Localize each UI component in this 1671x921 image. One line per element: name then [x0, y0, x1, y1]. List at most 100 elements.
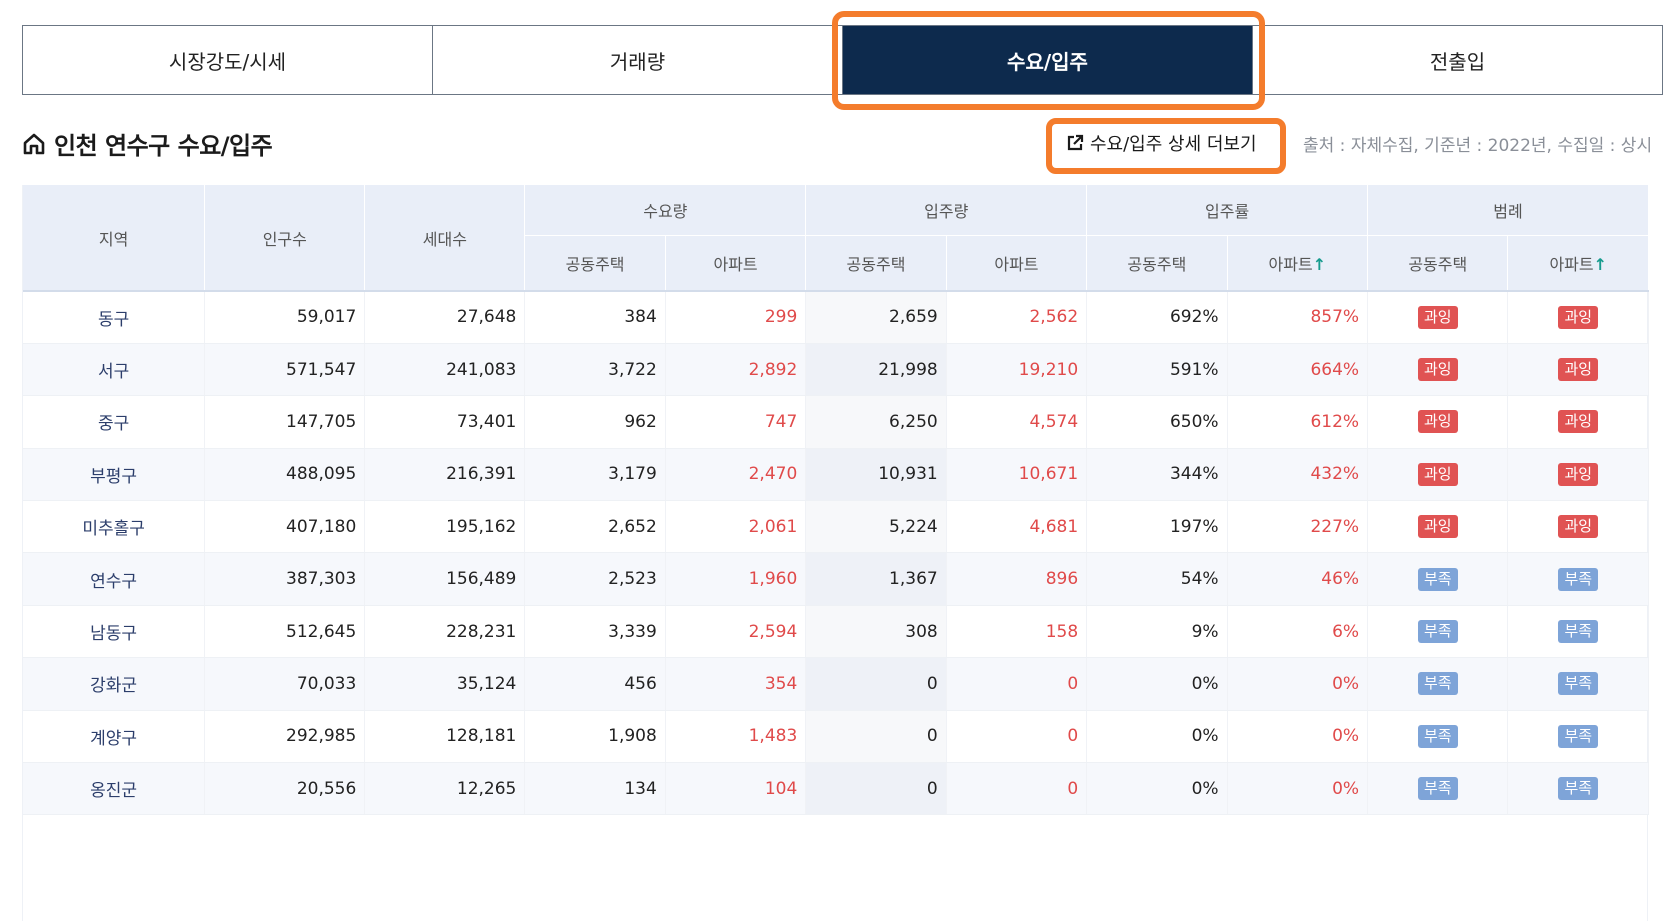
cell-legend-apt: 부족 — [1507, 762, 1649, 816]
cell-supply-apt: 0 — [946, 710, 1088, 764]
cell-supply-apt: 4,681 — [946, 500, 1088, 554]
more-detail-label: 수요/입주 상세 더보기 — [1090, 134, 1257, 155]
cell-legend-joint: 과잉 — [1367, 448, 1509, 502]
status-badge: 부족 — [1417, 672, 1458, 696]
cell-supply-joint: 0 — [805, 710, 947, 764]
cell-legend-apt: 과잉 — [1507, 343, 1649, 397]
status-badge: 부족 — [1558, 567, 1599, 591]
cell-demand-apt: 2,594 — [665, 605, 807, 659]
cell-households: 12,265 — [364, 762, 526, 816]
header-supply-joint[interactable]: 공동주택 — [805, 235, 947, 292]
cell-supply-joint: 21,998 — [805, 343, 947, 397]
tab-volume[interactable]: 거래량 — [433, 26, 843, 94]
cell-region: 중구 — [23, 395, 206, 449]
header-population[interactable]: 인구수 — [204, 185, 366, 292]
cell-rate-apt: 857% — [1227, 291, 1369, 344]
status-badge: 과잉 — [1558, 515, 1599, 539]
cell-legend-joint: 부족 — [1367, 552, 1509, 606]
header-demand-apt[interactable]: 아파트 — [665, 235, 807, 292]
table-row[interactable]: 부평구 488,095 216,391 3,179 2,470 10,931 10,671 3… — [23, 448, 1649, 502]
status-badge: 부족 — [1417, 724, 1458, 748]
status-badge: 부족 — [1558, 620, 1599, 644]
status-badge: 과잉 — [1417, 410, 1458, 434]
status-badge: 과잉 — [1558, 358, 1599, 382]
header-demand: 수요량 — [524, 185, 807, 236]
cell-population: 407,180 — [204, 500, 366, 554]
header-households[interactable]: 세대수 — [364, 185, 526, 292]
cell-rate-joint: 650% — [1086, 395, 1228, 449]
header-legend-apt-label: 아파트 — [1549, 254, 1594, 274]
cell-legend-apt: 과잉 — [1507, 395, 1649, 449]
cell-region: 미추홀구 — [23, 500, 206, 554]
cell-supply-apt: 4,574 — [946, 395, 1088, 449]
cell-supply-joint: 2,659 — [805, 291, 947, 344]
header-rate-joint[interactable]: 공동주택 — [1086, 235, 1228, 292]
cell-households: 27,648 — [364, 291, 526, 344]
table-row[interactable]: 중구 147,705 73,401 962 747 6,250 4,574 650% 612% 과… — [23, 395, 1649, 449]
cell-legend-apt: 부족 — [1507, 657, 1649, 711]
table-row[interactable]: 강화군 70,033 35,124 456 354 0 0 0% 0% 부족 부족 — [23, 657, 1649, 711]
cell-rate-joint: 0% — [1086, 657, 1228, 711]
table-row[interactable]: 계양구 292,985 128,181 1,908 1,483 0 0 0% 0% 부족 부족 — [23, 710, 1649, 764]
status-badge: 과잉 — [1417, 515, 1458, 539]
table-row[interactable]: 서구 571,547 241,083 3,722 2,892 21,998 19,210 59… — [23, 343, 1649, 397]
header-supply: 입주량 — [805, 185, 1088, 236]
cell-population: 59,017 — [204, 291, 366, 344]
more-detail-button[interactable]: 수요/입주 상세 더보기 — [1056, 125, 1267, 161]
cell-population: 488,095 — [204, 448, 366, 502]
cell-legend-apt: 과잉 — [1507, 448, 1649, 502]
tab-bar: 시장강도/시세 거래량 수요/입주 전출입 — [22, 25, 1663, 95]
cell-demand-apt: 2,892 — [665, 343, 807, 397]
header-rate-apt[interactable]: 아파트↑ — [1227, 235, 1369, 292]
cell-supply-joint: 0 — [805, 657, 947, 711]
cell-demand-apt: 2,470 — [665, 448, 807, 502]
table-row[interactable]: 동구 59,017 27,648 384 299 2,659 2,562 692% 857% 과잉… — [23, 291, 1649, 344]
header-supply-apt[interactable]: 아파트 — [946, 235, 1088, 292]
cell-legend-joint: 과잉 — [1367, 395, 1509, 449]
cell-legend-apt: 부족 — [1507, 710, 1649, 764]
cell-supply-joint: 308 — [805, 605, 947, 659]
cell-region: 계양구 — [23, 710, 206, 764]
cell-rate-joint: 9% — [1086, 605, 1228, 659]
header-legend-joint[interactable]: 공동주택 — [1367, 235, 1509, 292]
cell-demand-apt: 354 — [665, 657, 807, 711]
cell-demand-joint: 2,652 — [524, 500, 666, 554]
cell-demand-joint: 3,722 — [524, 343, 666, 397]
tab-demand-supply[interactable]: 수요/입주 — [843, 26, 1253, 94]
cell-population: 147,705 — [204, 395, 366, 449]
cell-demand-apt: 2,061 — [665, 500, 807, 554]
header-region[interactable]: 지역 — [23, 185, 206, 292]
cell-supply-apt: 19,210 — [946, 343, 1088, 397]
table-row[interactable]: 미추홀구 407,180 195,162 2,652 2,061 5,224 4,681 19… — [23, 500, 1649, 554]
cell-region: 강화군 — [23, 657, 206, 711]
cell-households: 128,181 — [364, 710, 526, 764]
table-row[interactable]: 옹진군 20,556 12,265 134 104 0 0 0% 0% 부족 부족 — [23, 762, 1649, 816]
cell-households: 216,391 — [364, 448, 526, 502]
sort-arrow-up-icon: ↑ — [1312, 254, 1327, 274]
tab-migration[interactable]: 전출입 — [1253, 26, 1662, 94]
header-legend-apt[interactable]: 아파트↑ — [1507, 235, 1649, 292]
cell-rate-apt: 432% — [1227, 448, 1369, 502]
cell-households: 228,231 — [364, 605, 526, 659]
cell-supply-apt: 896 — [946, 552, 1088, 606]
table-row[interactable]: 연수구 387,303 156,489 2,523 1,960 1,367 896 54% 46… — [23, 552, 1649, 606]
status-badge: 부족 — [1417, 567, 1458, 591]
header-demand-joint[interactable]: 공동주택 — [524, 235, 666, 292]
header-rate: 입주률 — [1086, 185, 1369, 236]
header-legend: 범례 — [1367, 185, 1649, 236]
table-row[interactable]: 남동구 512,645 228,231 3,339 2,594 308 158 9% 6% 부족 부… — [23, 605, 1649, 659]
status-badge: 과잉 — [1417, 462, 1458, 486]
tab-market[interactable]: 시장강도/시세 — [23, 26, 433, 94]
cell-demand-joint: 456 — [524, 657, 666, 711]
cell-rate-joint: 344% — [1086, 448, 1228, 502]
cell-supply-joint: 6,250 — [805, 395, 947, 449]
status-badge: 부족 — [1417, 620, 1458, 644]
cell-population: 20,556 — [204, 762, 366, 816]
demand-supply-table: 지역 인구수 세대수 수요량 입주량 입주률 범례 공동주택 아파트 공동주택 … — [23, 185, 1649, 816]
cell-supply-joint: 0 — [805, 762, 947, 816]
cell-rate-joint: 591% — [1086, 343, 1228, 397]
status-badge: 과잉 — [1558, 462, 1599, 486]
cell-households: 156,489 — [364, 552, 526, 606]
cell-legend-joint: 부족 — [1367, 657, 1509, 711]
status-badge: 부족 — [1558, 672, 1599, 696]
